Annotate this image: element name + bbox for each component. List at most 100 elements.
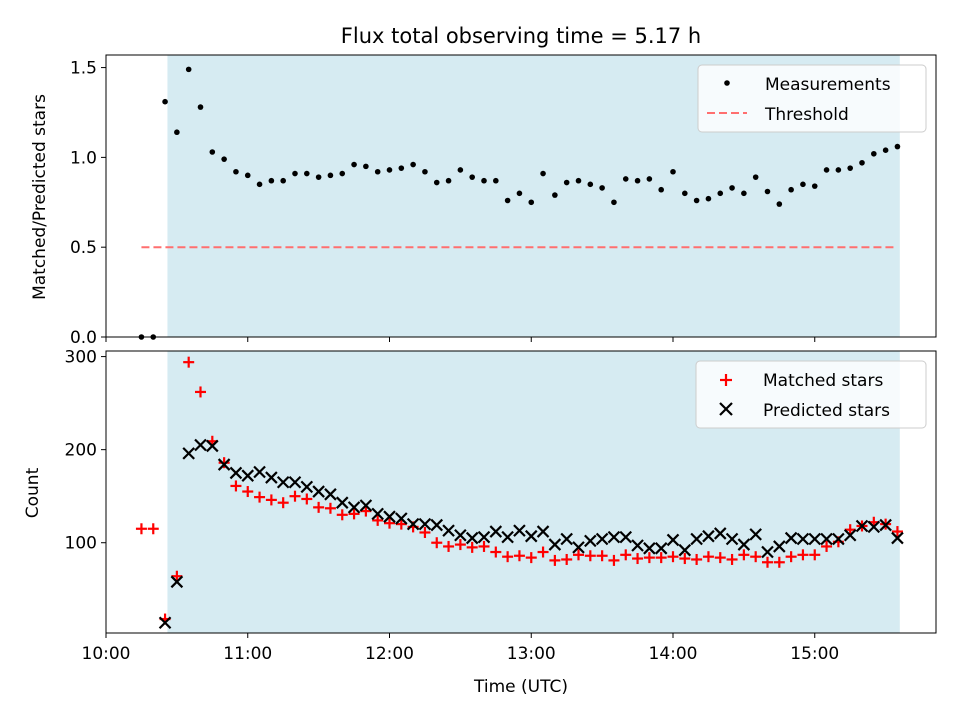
matched-star-point [738,549,750,561]
predicted-star-stroke-b [808,532,822,546]
measurement-point [835,167,842,173]
predicted-star-point [335,496,349,509]
predicted-star-stroke-b [725,532,739,546]
predicted-star-point [194,438,207,452]
predicted-star-stroke-b [312,485,325,498]
predicted-star-stroke-b [560,532,573,546]
predicted-star-point [879,518,892,532]
legend-matched-label: Matched stars [763,371,883,391]
predicted-star-stroke-b [702,529,715,543]
bottom-y-axis-label: Count [23,467,43,518]
matched-star-point [466,541,478,553]
measurement-point [575,177,582,184]
matched-star-point [714,552,726,564]
top-y-ticks: 0.0 0.5 1.0 1.5 [70,59,106,348]
measurement-point [599,185,605,191]
matched-star-point [513,550,525,562]
measurement-point [729,185,735,191]
predicted-star-stroke-b [855,519,869,533]
predicted-star-stroke-b [524,529,538,543]
measurement-point [894,143,901,150]
matched-star-point [702,551,714,563]
bottom-axes-frame [105,350,937,634]
predicted-star-point [265,471,278,484]
predicted-star-stroke-b [170,575,184,589]
predicted-star-point [347,501,361,514]
matched-star-point [135,523,147,535]
predicted-star-point [430,518,444,532]
legend-predicted-label: Predicted stars [763,401,890,421]
matched-star-point [454,539,466,551]
predicted-star-point [784,531,798,545]
matched-star-point [171,570,183,582]
measurement-point [445,177,452,184]
measurement-point [693,197,700,204]
measurement-point [540,170,546,177]
measurement-point [670,168,676,175]
predicted-star-stroke-b [619,530,633,544]
matched-star-point [195,386,206,398]
matched-star-point [242,486,254,498]
predicted-star-stroke-b [229,466,243,480]
matched-star-point [797,549,809,561]
measurement-point [552,192,558,198]
x-tick-label: 15:00 [790,644,839,664]
x-axis-label: Time (UTC) [473,677,568,697]
matched-star-point [691,553,703,565]
predicted-star-stroke-b [820,532,833,546]
predicted-star-stroke-b [276,475,290,489]
predicted-star-stroke-b [158,616,172,630]
matched-star-point [502,551,514,563]
top-x-ticks [105,337,816,342]
measurement-point [363,163,369,170]
matched-star-point [667,551,679,563]
measurement-point [209,149,216,155]
predicted-star-stroke-b [371,507,384,521]
matched-star-point [230,480,242,492]
predicted-star-point [241,469,255,482]
matched-star-point [750,551,762,563]
predicted-star-point [371,507,384,521]
predicted-star-point [489,525,503,538]
matched-star-point [785,551,797,563]
matched-star-point [726,553,738,565]
predicted-star-point [217,458,231,471]
matched-star-point [313,501,325,513]
predicted-star-point [276,475,290,489]
matched-star-point [821,540,833,552]
measurement-point [280,177,286,184]
predicted-star-point [418,517,432,531]
predicted-star-stroke-b [206,439,219,453]
matched-star-point [431,537,443,549]
predicted-star-stroke-b [347,501,361,514]
predicted-star-point [619,530,633,544]
measurement-point [859,159,865,166]
predicted-star-stroke-b [713,527,727,540]
predicted-star-point [395,512,408,525]
predicted-star-point [501,530,514,544]
measurement-point [516,190,523,197]
predicted-star-stroke-b [678,543,692,557]
predicted-star-stroke-b [489,525,503,538]
x-tick-label: 10:00 [82,644,131,664]
measurement-point [871,150,877,157]
predicted-stars-points [158,438,904,630]
predicted-star-point [182,447,195,460]
measurement-point [882,147,889,153]
matched-star-point [655,552,667,564]
predicted-star-stroke-b [465,531,479,545]
predicted-star-point [513,524,526,537]
predicted-star-point [324,488,337,501]
measurement-point [823,167,830,173]
matched-star-point [289,490,301,502]
predicted-star-stroke-b [784,531,798,545]
matched-star-point [478,540,490,552]
matched-star-point [561,553,573,565]
matched-star-point [490,546,502,558]
measurement-points [138,66,901,340]
top-panel: 0.0 0.5 1.0 1.5 Matched/Predicted stars Mea… [30,54,937,348]
predicted-star-point [843,528,857,542]
matched-star-point [360,505,372,517]
measurement-point [752,174,759,180]
predicted-star-point [158,616,172,630]
